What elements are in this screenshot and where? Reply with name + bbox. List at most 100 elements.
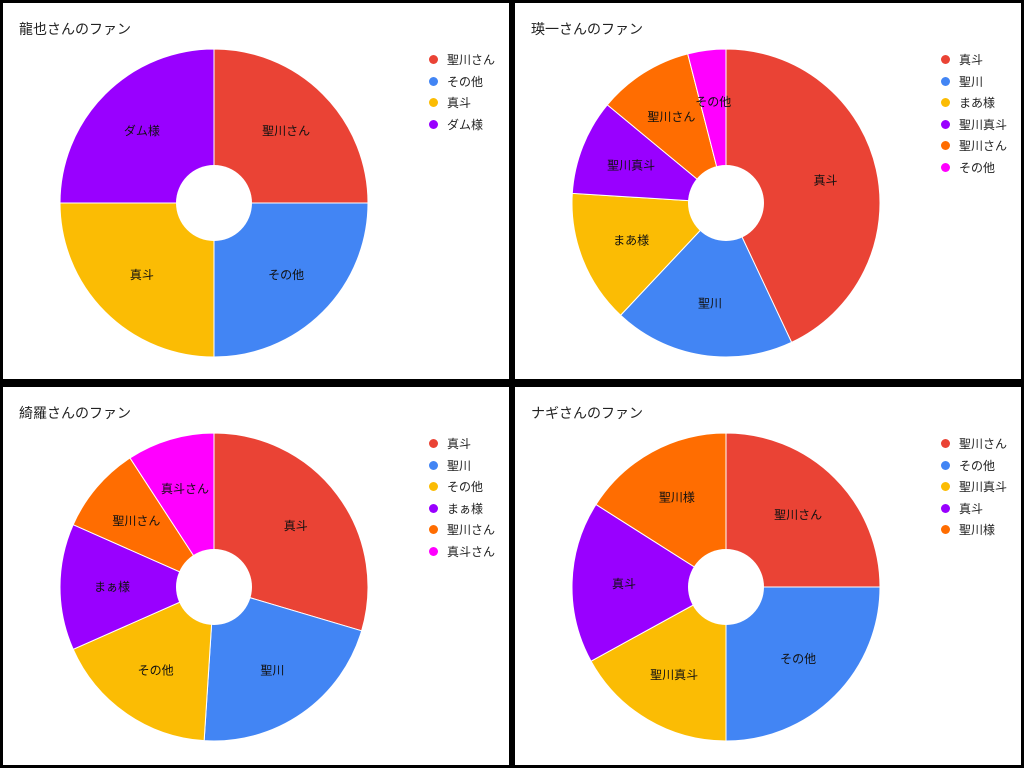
slice-label: 真斗 [612,577,636,591]
legend-marker [941,162,950,172]
legend: 真斗 聖川 まあ様 聖川真斗 聖川さん その他 [941,49,1007,178]
slice-label: 聖川様 [659,491,695,505]
legend-label: 聖川さん [959,139,1008,154]
legend-label: まぁ様 [447,501,484,516]
pie-slice [590,586,727,742]
chart-panel-tatsuya: 龍也さんのファン 聖川さん その他 真斗 ダム様 聖川さん その他 真斗 ダム様 [3,3,509,379]
pie-slice [59,48,215,204]
donut-hole [176,549,252,625]
slice-label: その他 [695,95,731,109]
slice-label: 聖川さん [774,508,822,522]
chart-panel-kira: 綺羅さんのファン 真斗 聖川 その他 まぁ様 聖川さん 真斗さん 真斗 聖川 その他 まぁ様 聖川… [3,387,509,765]
slice-label: 聖川真斗 [650,668,698,682]
legend-label: 聖川さん [447,53,496,68]
slice-label: 真斗 [284,519,308,533]
legend-marker [429,482,438,492]
chart-panel-nagi: ナギさんのファン 聖川さん その他 聖川真斗 真斗 聖川様 聖川さん その他 聖川真斗 真斗聖… [515,387,1021,765]
pie-slice [687,48,727,204]
legend: 真斗聖川その他まぁ様聖川さん真斗さん [429,433,495,562]
pie-slice [129,432,215,589]
legend-marker [429,503,438,513]
legend-marker [941,119,950,129]
legend-marker [941,55,950,65]
legend-marker [941,439,950,449]
legend-label: その他 [959,160,996,175]
legend-item: まぁ様 [429,498,495,520]
legend-item: 真斗 [429,92,495,114]
slice-label: ダム様 [124,123,160,138]
legend-marker [941,482,950,492]
pie-slice [571,104,728,204]
slice-label: 真斗 [814,174,838,188]
legend: 聖川さんその他真斗ダム様 [429,49,495,135]
legend-item: 聖川さん [941,433,1007,455]
legend-label: 真斗 [447,437,472,452]
legend-label: その他 [447,480,484,495]
donut-hole [176,165,252,241]
legend-label: 聖川さん [447,523,496,538]
pie-slice [213,48,369,204]
chart-title: 龍也さんのファン [19,22,131,38]
legend-label: 聖川 [959,74,984,89]
legend-marker [429,460,438,470]
pie-slice [59,202,215,358]
legend-label: まあ様 [959,96,996,111]
legend-label: 聖川真斗 [959,117,1008,132]
legend-item: 聖川 [429,455,495,477]
legend-marker [941,98,950,108]
donut-hole [688,165,764,241]
legend-label: その他 [447,74,484,89]
pie-slice [595,432,727,588]
legend-item: 聖川さん [429,519,495,541]
pie-slice [571,503,727,662]
legend-item: 聖川さん [941,135,1007,157]
chart-title: 綺羅さんのファン [19,406,131,422]
pie-slice [725,586,881,742]
legend-item: 聖川真斗 [941,114,1007,136]
slice-label: 聖川さん [262,124,310,138]
legend-item: 真斗さん [429,541,495,563]
pie-slice [213,432,369,632]
legend-item: 真斗 [941,498,1007,520]
legend-item: その他 [429,71,495,93]
legend-marker [429,439,438,449]
pie-slice [72,457,216,589]
legend-label: 真斗さん [447,544,496,559]
legend-item: その他 [429,476,495,498]
legend-marker [429,546,438,556]
pie-slice [606,53,727,205]
legend-marker [429,525,438,535]
legend-label: 聖川真斗 [959,480,1008,495]
slice-label: 聖川さん [112,514,160,528]
slice-label: その他 [780,652,816,666]
slice-label: 聖川さん [647,110,695,124]
pie-slice [571,192,728,316]
legend: 聖川さん その他 聖川真斗 真斗 聖川様 [941,433,1007,541]
pie-slice [72,586,215,742]
legend-marker [941,503,950,513]
legend-label: 聖川 [447,458,472,473]
legend-item: その他 [941,157,1007,179]
slice-label: その他 [268,268,304,282]
legend-item: まあ様 [941,92,1007,114]
slice-label: 聖川 [260,664,284,678]
legend-label: 真斗 [447,96,472,111]
legend-label: その他 [959,458,996,473]
pie-slice [725,432,881,588]
legend-marker [429,119,438,129]
legend-label: 聖川さん [959,437,1008,452]
legend-item: 聖川真斗 [941,476,1007,498]
slice-label: 真斗 [130,268,154,282]
legend-item: 聖川さん [429,49,495,71]
slice-label: 聖川真斗 [607,158,655,172]
legend-item: ダム様 [429,114,495,136]
chart-title: ナギさんのファン [531,406,643,422]
chart-panel-eiichi: 瑛一さんのファン 真斗 聖川 まあ様 聖川真斗 聖川さん その他 真斗 聖川 まあ様 聖川真斗聖… [515,3,1021,379]
slice-label: 真斗さん [161,482,209,496]
pie-slice [203,586,363,742]
legend-label: 真斗 [959,501,984,516]
legend-marker [941,76,950,86]
